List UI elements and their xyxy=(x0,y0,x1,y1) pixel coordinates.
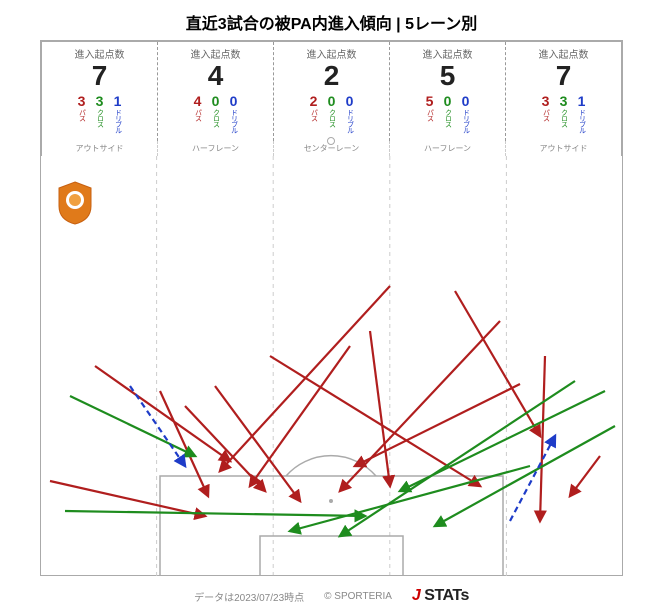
lane-name-4: アウトサイド xyxy=(506,141,621,156)
lane-name-3: ハーフレーン xyxy=(390,141,506,156)
bd-dribble: 1ドリブル xyxy=(113,94,123,133)
copyright: © SPORTERIA xyxy=(324,591,392,602)
lane-head-label: 進入起点数 xyxy=(276,46,387,61)
data-as-of: データは2023/07/23時点 xyxy=(194,589,304,604)
bd-pass: 3パス xyxy=(541,94,551,133)
arrow-pass xyxy=(185,406,265,491)
lane-breakdown: 2パス 0クロス 0ドリブル xyxy=(276,94,387,133)
arrow-pass xyxy=(95,366,230,461)
lane-head-label: 進入起点数 xyxy=(508,46,619,61)
lane-2: 進入起点数2 2パス 0クロス 0ドリブル xyxy=(274,42,390,141)
bd-dribble: 1ドリブル xyxy=(577,94,587,133)
bd-cross: 0クロス xyxy=(443,94,453,133)
team-badge xyxy=(55,180,95,226)
center-dot xyxy=(327,137,335,145)
lane-total: 2 xyxy=(276,61,387,92)
chart-container: 直近3試合の被PA内進入傾向 | 5レーン別 進入起点数73パス3クロス1ドリブ… xyxy=(0,0,663,611)
arrow-cross xyxy=(65,511,365,516)
lane-header-row: 進入起点数73パス3クロス1ドリブル進入起点数44パス0クロス0ドリブル進入起点… xyxy=(40,40,623,141)
pitch-diagram xyxy=(40,156,623,576)
lane-breakdown: 3パス 3クロス 1ドリブル xyxy=(44,94,155,133)
bd-cross: 0クロス xyxy=(327,94,337,133)
lane-4: 進入起点数7 3パス 3クロス 1ドリブル xyxy=(506,42,621,141)
lane-total: 4 xyxy=(160,61,271,92)
badge-svg xyxy=(55,180,95,226)
arrow-pass xyxy=(370,331,390,486)
bd-dribble: 0ドリブル xyxy=(345,94,355,133)
pitch-area xyxy=(40,156,623,576)
lane-1: 進入起点数4 4パス 0クロス 0ドリブル xyxy=(158,42,274,141)
bd-dribble: 0ドリブル xyxy=(461,94,471,133)
bd-pass: 2パス xyxy=(309,94,319,133)
bd-cross: 3クロス xyxy=(559,94,569,133)
arrow-pass xyxy=(570,456,600,496)
lane-total: 5 xyxy=(392,61,503,92)
lane-total: 7 xyxy=(44,61,155,92)
lane-head-label: 進入起点数 xyxy=(392,46,503,61)
stats-logo: J STATs xyxy=(412,587,469,605)
footer: データは2023/07/23時点 © SPORTERIA J STATs xyxy=(0,587,663,605)
lane-name-0: アウトサイド xyxy=(42,141,158,156)
lane-breakdown: 3パス 3クロス 1ドリブル xyxy=(508,94,619,133)
lane-head-label: 進入起点数 xyxy=(44,46,155,61)
lane-breakdown: 4パス 0クロス 0ドリブル xyxy=(160,94,271,133)
bd-dribble: 0ドリブル xyxy=(229,94,239,133)
chart-title: 直近3試合の被PA内進入傾向 | 5レーン別 xyxy=(0,0,663,40)
arrow-pass xyxy=(455,291,540,436)
lane-3: 進入起点数5 5パス 0クロス 0ドリブル xyxy=(390,42,506,141)
lane-breakdown: 5パス 0クロス 0ドリブル xyxy=(392,94,503,133)
bd-pass: 4パス xyxy=(193,94,203,133)
lane-total: 7 xyxy=(508,61,619,92)
arrow-dribble xyxy=(510,436,555,521)
bd-pass: 5パス xyxy=(425,94,435,133)
arrow-pass xyxy=(540,356,545,521)
lane-head-label: 進入起点数 xyxy=(160,46,271,61)
lane-0: 進入起点数7 3パス 3クロス 1ドリブル xyxy=(42,42,158,141)
bd-cross: 0クロス xyxy=(211,94,221,133)
bd-cross: 3クロス xyxy=(95,94,105,133)
lane-name-1: ハーフレーン xyxy=(158,141,274,156)
logo-text: STATs xyxy=(420,587,469,604)
bd-pass: 3パス xyxy=(77,94,87,133)
